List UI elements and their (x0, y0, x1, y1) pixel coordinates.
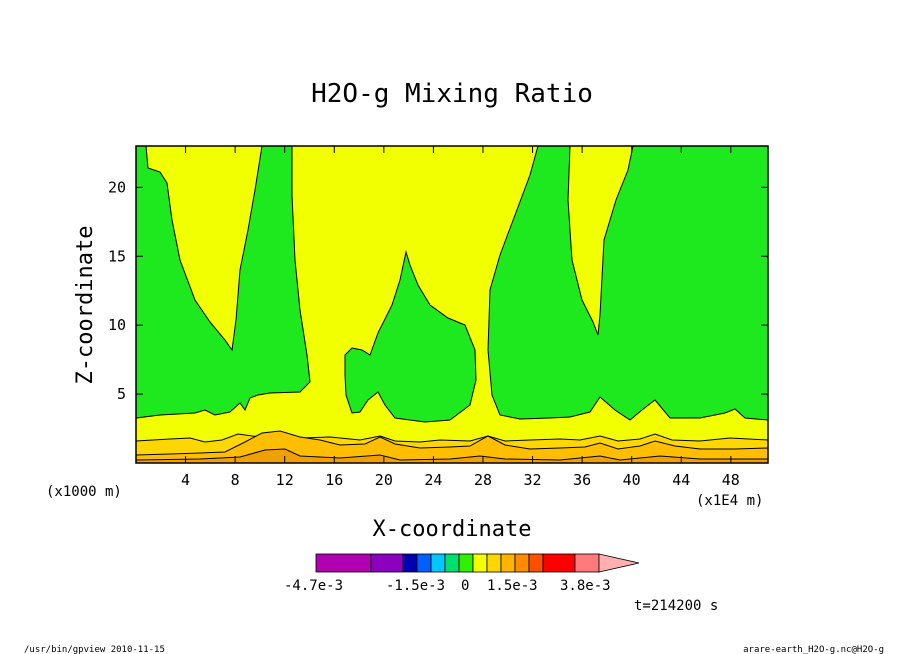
x-unit-left-label: (x1000 m) (46, 484, 122, 500)
x-tick-label: 32 (524, 471, 542, 489)
colorbar-segment (574, 553, 600, 573)
contour-green-right (487, 145, 769, 421)
chart-title: H2O-g Mixing Ratio (311, 79, 593, 109)
colorbar-segment (402, 553, 418, 573)
footer-left: /usr/bin/gpview 2010-11-15 (24, 645, 165, 654)
colorbar-label-2: 0 (461, 578, 469, 594)
colorbar-label-0: -4.7e-3 (284, 578, 343, 594)
x-tick-label: 8 (231, 471, 240, 489)
x-tick-label: 24 (424, 471, 442, 489)
colorbar-segment (444, 553, 460, 573)
colorbar-segment (486, 553, 502, 573)
contour-green-main (135, 145, 311, 419)
colorbar-segment (542, 553, 576, 573)
x-tick-label: 40 (623, 471, 641, 489)
colorbar-extension-arrow (598, 553, 640, 573)
colorbar (315, 553, 640, 573)
plot-frame (135, 145, 769, 464)
x-unit-right-label: (x1E4 m) (696, 493, 763, 509)
y-tick-label: 5 (117, 385, 126, 403)
x-tick-label: 16 (325, 471, 343, 489)
colorbar-segment (430, 553, 446, 573)
y-axis-label: Z-coordinate (73, 226, 98, 385)
y-tick-label: 10 (108, 316, 126, 334)
x-axis-ticks: 4 8 12 16 20 24 28 32 36 40 44 48 (181, 146, 740, 489)
x-tick-label: 28 (474, 471, 492, 489)
colorbar-segment (472, 553, 488, 573)
colorbar-segment (514, 553, 530, 573)
plot-area (135, 145, 769, 464)
x-tick-label: 44 (672, 471, 690, 489)
time-label: t=214200 s (634, 598, 718, 614)
x-tick-label: 4 (181, 471, 190, 489)
colorbar-labels: -4.7e-3 -1.5e-3 0 1.5e-3 3.8e-3 (284, 578, 611, 594)
colorbar-segment (458, 553, 474, 573)
y-tick-label: 15 (108, 247, 126, 265)
colorbar-label-3: 1.5e-3 (487, 578, 538, 594)
contour-band-orange (135, 448, 769, 464)
colorbar-segment (370, 553, 404, 573)
colorbar-segment (528, 553, 544, 573)
y-axis-ticks: 5 10 15 20 (108, 178, 768, 403)
x-tick-label: 12 (276, 471, 294, 489)
footer-right: arare-earth_H2O-g.nc@H2O-g (743, 645, 884, 654)
colorbar-label-1: -1.5e-3 (386, 578, 445, 594)
x-tick-label: 48 (722, 471, 740, 489)
contour-green-middle (344, 250, 477, 423)
colorbar-segment (315, 553, 372, 573)
colorbar-segment (500, 553, 516, 573)
x-tick-label: 36 (573, 471, 591, 489)
x-tick-label: 20 (375, 471, 393, 489)
y-tick-label: 20 (108, 178, 126, 196)
x-axis-label: X-coordinate (373, 517, 532, 542)
colorbar-segment (416, 553, 432, 573)
colorbar-label-4: 3.8e-3 (560, 578, 611, 594)
